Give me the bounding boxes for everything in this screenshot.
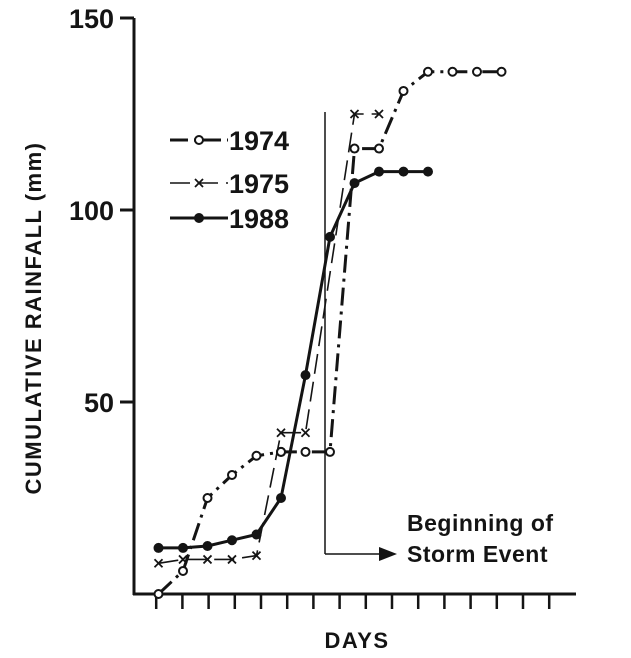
data-point-1975 <box>202 554 213 565</box>
legend-label-1988: 1988 <box>229 204 289 234</box>
y-tick-label: 150 <box>69 4 114 34</box>
legend-label-1975: 1975 <box>229 169 289 199</box>
y-axis-title: CUMULATIVE RAINFALL (mm) <box>21 142 46 495</box>
legend-item-1975: 1975 <box>170 169 289 199</box>
annotation-line-1: Beginning of <box>407 510 554 536</box>
series-1988 <box>153 166 433 553</box>
data-point-1988 <box>276 493 286 503</box>
axes <box>132 18 576 596</box>
x-marker-stroke <box>202 554 213 565</box>
data-point-1975 <box>276 428 286 438</box>
data-point-1975 <box>251 550 262 561</box>
y-tick-label: 50 <box>84 388 114 418</box>
data-point-1988 <box>423 166 433 177</box>
x-marker-stroke <box>153 558 164 568</box>
annotation-line-2: Storm Event <box>407 541 548 567</box>
data-point-1988 <box>374 166 384 177</box>
data-point-1974 <box>153 589 164 599</box>
data-point-1975 <box>349 109 360 119</box>
axis-ticks: 50 100 150 <box>69 4 551 609</box>
data-point-1974 <box>300 446 311 457</box>
x-marker-stroke <box>227 554 237 565</box>
x-marker-stroke <box>194 178 204 188</box>
data-point-1974 <box>374 143 384 154</box>
data-point-1974 <box>349 143 360 154</box>
legend-marker-1975 <box>194 178 204 188</box>
series-group <box>153 66 507 599</box>
x-axis-title: DAYS <box>324 628 389 653</box>
data-point-1975 <box>227 554 237 565</box>
data-point-1974 <box>227 469 237 480</box>
legend-label-1974: 1974 <box>229 126 289 156</box>
data-point-1988 <box>349 178 360 189</box>
data-point-1974 <box>472 66 482 77</box>
y-tick-label: 100 <box>69 196 114 226</box>
storm-arrow-head <box>379 547 397 561</box>
legend-marker-1988 <box>194 213 204 223</box>
legend-item-1974: 1974 <box>170 126 289 156</box>
data-point-1974 <box>178 565 188 576</box>
data-point-1974 <box>496 66 507 77</box>
data-point-1974 <box>398 85 409 96</box>
data-point-1974 <box>202 493 213 503</box>
x-marker-stroke <box>349 109 360 119</box>
series-line-1988 <box>158 170 428 550</box>
data-point-1988 <box>300 370 311 381</box>
data-point-1974 <box>423 66 433 77</box>
data-point-1975 <box>300 428 311 438</box>
x-marker-stroke <box>374 109 384 119</box>
data-point-1975 <box>153 558 164 568</box>
data-point-1988 <box>227 535 237 546</box>
x-marker-stroke <box>300 428 311 438</box>
data-point-1988 <box>325 231 335 242</box>
data-point-1975 <box>374 109 384 119</box>
data-point-1988 <box>153 542 164 553</box>
data-point-1975 <box>178 554 188 565</box>
data-point-1988 <box>178 542 188 553</box>
data-point-1974 <box>251 450 262 461</box>
data-point-1974 <box>325 446 335 457</box>
x-marker-stroke <box>251 550 262 561</box>
data-point-1974 <box>447 66 458 77</box>
x-marker-stroke <box>276 428 286 438</box>
legend-item-1988: 1988 <box>170 204 289 234</box>
data-point-1988 <box>398 166 409 177</box>
data-point-1988 <box>202 541 213 551</box>
legend-marker-1974 <box>194 135 204 145</box>
data-point-1988 <box>251 529 262 540</box>
annotation: Beginning of Storm Event <box>324 112 554 567</box>
x-marker-stroke <box>178 554 188 565</box>
legend: 1974 1975 1988 <box>170 126 289 234</box>
